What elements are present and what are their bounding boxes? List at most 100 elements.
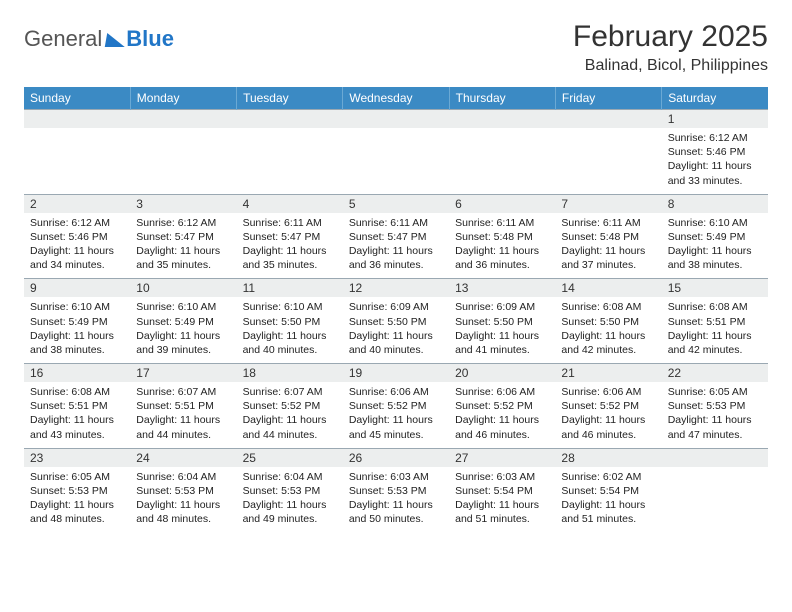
day-detail-cell: Sunrise: 6:07 AMSunset: 5:52 PMDaylight:… (237, 382, 343, 448)
day-detail-cell (130, 128, 236, 194)
sunset-text: Sunset: 5:52 PM (561, 399, 655, 413)
day-detail-cell: Sunrise: 6:10 AMSunset: 5:50 PMDaylight:… (237, 297, 343, 363)
day-number-cell: 9 (24, 279, 130, 298)
weekday-header: Monday (130, 87, 236, 110)
logo-word-2: Blue (126, 26, 174, 52)
day2-text: and 41 minutes. (455, 343, 549, 357)
day-number-row: 1 (24, 110, 768, 129)
day1-text: Daylight: 11 hours (349, 329, 443, 343)
day1-text: Daylight: 11 hours (30, 244, 124, 258)
day2-text: and 46 minutes. (561, 428, 655, 442)
day-number-cell: 22 (662, 364, 768, 383)
day2-text: and 36 minutes. (349, 258, 443, 272)
sunrise-text: Sunrise: 6:07 AM (136, 385, 230, 399)
day2-text: and 38 minutes. (668, 258, 762, 272)
day2-text: and 51 minutes. (455, 512, 549, 526)
day-detail-cell: Sunrise: 6:06 AMSunset: 5:52 PMDaylight:… (343, 382, 449, 448)
day1-text: Daylight: 11 hours (561, 244, 655, 258)
day2-text: and 42 minutes. (561, 343, 655, 357)
day-number-cell: 10 (130, 279, 236, 298)
day-detail-cell (237, 128, 343, 194)
sunrise-text: Sunrise: 6:11 AM (243, 216, 337, 230)
sunrise-text: Sunrise: 6:08 AM (668, 300, 762, 314)
sunrise-text: Sunrise: 6:02 AM (561, 470, 655, 484)
day-detail-cell: Sunrise: 6:09 AMSunset: 5:50 PMDaylight:… (343, 297, 449, 363)
day-detail-cell (24, 128, 130, 194)
page-title: February 2025 (573, 20, 768, 53)
sunset-text: Sunset: 5:49 PM (30, 315, 124, 329)
sunset-text: Sunset: 5:53 PM (136, 484, 230, 498)
sunset-text: Sunset: 5:46 PM (30, 230, 124, 244)
weekday-header: Sunday (24, 87, 130, 110)
logo: General Blue (24, 26, 174, 52)
sunset-text: Sunset: 5:50 PM (455, 315, 549, 329)
sunset-text: Sunset: 5:46 PM (668, 145, 762, 159)
day1-text: Daylight: 11 hours (349, 244, 443, 258)
day-number-cell: 18 (237, 364, 343, 383)
sunrise-text: Sunrise: 6:08 AM (561, 300, 655, 314)
day1-text: Daylight: 11 hours (668, 244, 762, 258)
day-detail-row: Sunrise: 6:10 AM Sunset: 5:49 PM Daylight:… (24, 297, 768, 363)
day1-text: Daylight: 11 hours (30, 498, 124, 512)
sunrise-text: Sunrise: 6:07 AM (243, 385, 337, 399)
day2-text: and 50 minutes. (349, 512, 443, 526)
day-detail-cell (662, 467, 768, 533)
day2-text: and 51 minutes. (561, 512, 655, 526)
day-detail-cell: Sunrise: 6:08 AMSunset: 5:50 PMDaylight:… (555, 297, 661, 363)
day-detail-cell: Sunrise: 6:05 AMSunset: 5:53 PMDaylight:… (662, 382, 768, 448)
sunset-text: Sunset: 5:47 PM (243, 230, 337, 244)
sunrise-text: Sunrise: 6:06 AM (455, 385, 549, 399)
sunset-text: Sunset: 5:50 PM (561, 315, 655, 329)
sunset-text: Sunset: 5:51 PM (668, 315, 762, 329)
day-detail-cell: Sunrise: 6:06 AMSunset: 5:52 PMDaylight:… (449, 382, 555, 448)
day-detail-cell: Sunrise: 6:04 AMSunset: 5:53 PMDaylight:… (130, 467, 236, 533)
day-detail-cell: Sunrise: 6:07 AMSunset: 5:51 PMDaylight:… (130, 382, 236, 448)
day-detail-cell: Sunrise: 6:11 AMSunset: 5:48 PMDaylight:… (555, 213, 661, 279)
logo-triangle-icon (105, 33, 127, 47)
sunset-text: Sunset: 5:52 PM (243, 399, 337, 413)
sunset-text: Sunset: 5:52 PM (349, 399, 443, 413)
day1-text: Daylight: 11 hours (455, 329, 549, 343)
day2-text: and 40 minutes. (243, 343, 337, 357)
day-number-cell: 27 (449, 448, 555, 467)
day1-text: Daylight: 11 hours (136, 413, 230, 427)
day-number-cell (662, 448, 768, 467)
day2-text: and 34 minutes. (30, 258, 124, 272)
day-number-cell: 20 (449, 364, 555, 383)
calendar-table: Sunday Monday Tuesday Wednesday Thursday… (24, 87, 768, 533)
day-number-cell: 14 (555, 279, 661, 298)
sunset-text: Sunset: 5:51 PM (30, 399, 124, 413)
day2-text: and 35 minutes. (243, 258, 337, 272)
day-number-row: 9101112131415 (24, 279, 768, 298)
logo-word-1: General (24, 28, 102, 50)
day2-text: and 49 minutes. (243, 512, 337, 526)
day-number-row: 2345678 (24, 194, 768, 213)
sunrise-text: Sunrise: 6:04 AM (136, 470, 230, 484)
day-number-cell (24, 110, 130, 129)
sunset-text: Sunset: 5:53 PM (668, 399, 762, 413)
day-detail-cell (555, 128, 661, 194)
sunset-text: Sunset: 5:51 PM (136, 399, 230, 413)
day2-text: and 39 minutes. (136, 343, 230, 357)
day2-text: and 36 minutes. (455, 258, 549, 272)
day-detail-cell: Sunrise: 6:09 AMSunset: 5:50 PMDaylight:… (449, 297, 555, 363)
day-detail-cell: Sunrise: 6:06 AMSunset: 5:52 PMDaylight:… (555, 382, 661, 448)
sunrise-text: Sunrise: 6:10 AM (136, 300, 230, 314)
day2-text: and 47 minutes. (668, 428, 762, 442)
day-detail-cell: Sunrise: 6:02 AMSunset: 5:54 PMDaylight:… (555, 467, 661, 533)
calendar-page: General Blue February 2025 Balinad, Bico… (0, 0, 792, 553)
day1-text: Daylight: 11 hours (136, 329, 230, 343)
day-number-cell: 13 (449, 279, 555, 298)
day-detail-row: Sunrise: 6:12 AMSunset: 5:46 PMDaylight:… (24, 213, 768, 279)
day-number-cell: 2 (24, 194, 130, 213)
day2-text: and 46 minutes. (455, 428, 549, 442)
day-number-cell (237, 110, 343, 129)
sunrise-text: Sunrise: 6:08 AM (30, 385, 124, 399)
day-number-cell (130, 110, 236, 129)
weekday-header-row: Sunday Monday Tuesday Wednesday Thursday… (24, 87, 768, 110)
day-number-cell: 6 (449, 194, 555, 213)
day1-text: Daylight: 11 hours (668, 329, 762, 343)
sunset-text: Sunset: 5:50 PM (349, 315, 443, 329)
day2-text: and 35 minutes. (136, 258, 230, 272)
sunset-text: Sunset: 5:48 PM (561, 230, 655, 244)
